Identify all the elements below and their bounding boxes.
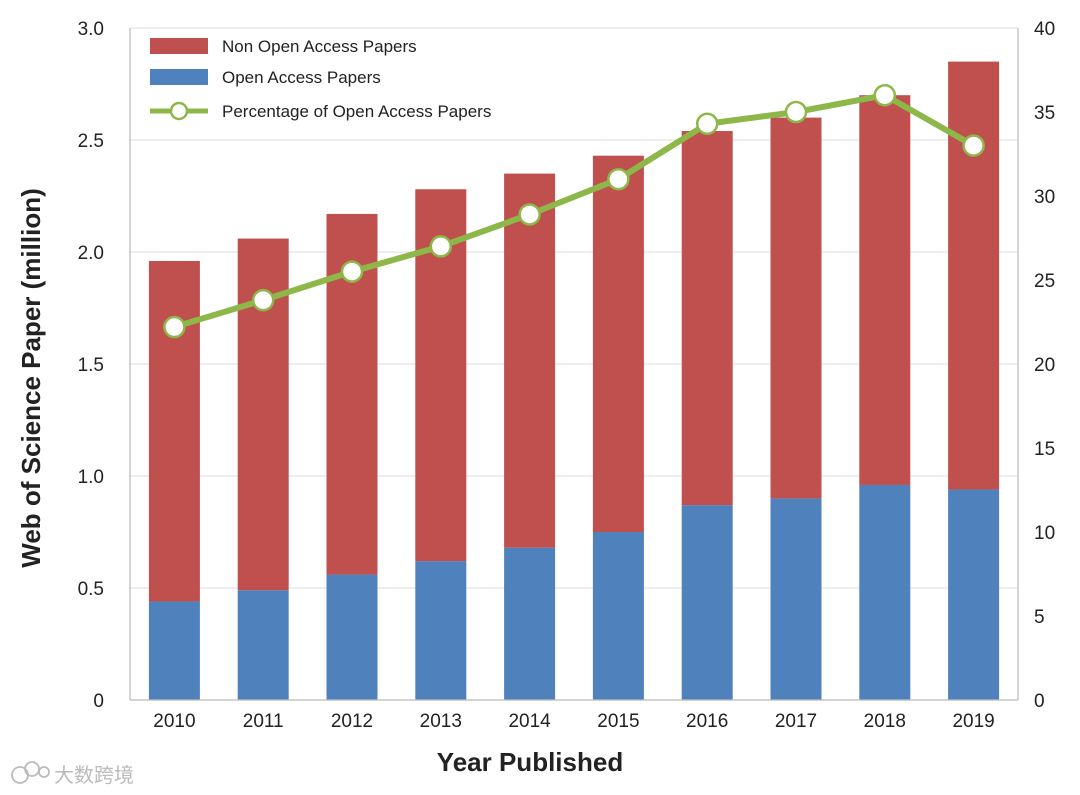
y-tick-label: 2.5	[78, 131, 104, 152]
y2-tick-label: 20	[1034, 355, 1055, 376]
y2-tick-label: 0	[1034, 691, 1045, 712]
bar-open-access-2010	[148, 601, 200, 700]
y2-tick-label: 30	[1034, 187, 1055, 208]
x-tick-label: 2011	[243, 711, 284, 732]
bar-non-open-access-2016	[681, 131, 733, 506]
bar-open-access-2015	[592, 532, 644, 700]
watermark-text: 大数跨境	[54, 763, 134, 787]
x-tick-label: 2018	[864, 711, 906, 732]
cloud-logo-icon	[11, 761, 50, 784]
percentage-point-2019	[962, 134, 985, 157]
y-tick-label: 1.0	[78, 467, 104, 488]
percentage-point-2017	[784, 100, 808, 124]
watermark: 大数跨境	[11, 761, 134, 787]
percentage-point-2013	[429, 235, 453, 258]
x-tick-label: 2017	[775, 711, 817, 732]
bar-open-access-2016	[681, 505, 733, 700]
x-axis-title: Year Published	[437, 747, 623, 777]
bars	[148, 61, 1000, 700]
bar-non-open-access-2015	[592, 155, 644, 532]
bar-non-open-access-2019	[948, 61, 1000, 490]
y-tick-label: 0.5	[78, 579, 104, 600]
y2-tick-label: 15	[1034, 439, 1055, 460]
bar-open-access-2012	[326, 574, 378, 700]
percentage-point-2011	[251, 288, 275, 312]
percentage-point-2015	[607, 167, 630, 191]
y2-tick-label: 25	[1034, 271, 1055, 292]
bar-open-access-2019	[948, 489, 1000, 700]
y2-tick-label: 35	[1034, 103, 1055, 124]
bar-non-open-access-2018	[859, 95, 911, 485]
legend-swatch-open-access	[150, 69, 208, 85]
x-tick-label: 2019	[952, 711, 994, 732]
x-tick-label: 2012	[331, 711, 373, 732]
y-tick-label: 2.0	[78, 243, 104, 264]
percentage-point-2014	[518, 203, 541, 226]
legend-swatch-non-open-access	[150, 38, 208, 54]
percentage-point-2018	[873, 83, 897, 107]
bar-open-access-2017	[770, 498, 822, 700]
legend: Non Open Access Papers Open Access Paper…	[150, 37, 491, 121]
x-tick-label: 2016	[686, 711, 728, 732]
legend-marker-percentage	[169, 101, 189, 121]
bar-open-access-2018	[859, 484, 911, 700]
axes: 0 0.5 1.0 1.5 2.0 2.5 3.0 0 5 10 15 20 25 30 35 40 2010 2…	[78, 19, 1056, 732]
legend-label-non-open-access: Non Open Access Papers	[222, 37, 417, 56]
bar-non-open-access-2017	[770, 117, 822, 499]
percentage-line	[163, 83, 985, 339]
x-tick-label: 2015	[597, 711, 639, 732]
y2-tick-label: 5	[1034, 607, 1045, 628]
x-tick-label: 2014	[508, 711, 551, 732]
bar-open-access-2013	[415, 561, 467, 700]
bar-open-access-2014	[504, 547, 556, 700]
legend-label-percentage: Percentage of Open Access Papers	[222, 102, 491, 121]
y-tick-label: 0	[93, 691, 104, 712]
percentage-series-line	[173, 92, 976, 330]
y-tick-label: 3.0	[78, 19, 104, 40]
bar-non-open-access-2010	[148, 260, 200, 602]
percentage-point-2016	[695, 112, 719, 136]
y2-tick-label: 40	[1034, 19, 1055, 40]
x-tick-label: 2013	[420, 711, 462, 732]
legend-label-open-access: Open Access Papers	[222, 68, 381, 87]
percentage-point-2010	[163, 315, 186, 339]
percentage-point-2012	[340, 260, 364, 283]
y-tick-label: 1.5	[78, 355, 104, 376]
bar-open-access-2011	[237, 590, 289, 700]
y2-tick-label: 10	[1034, 523, 1055, 544]
bar-non-open-access-2014	[504, 173, 556, 548]
x-tick-label: 2010	[153, 711, 195, 732]
y-axis-title: Web of Science Paper (million)	[16, 188, 46, 568]
